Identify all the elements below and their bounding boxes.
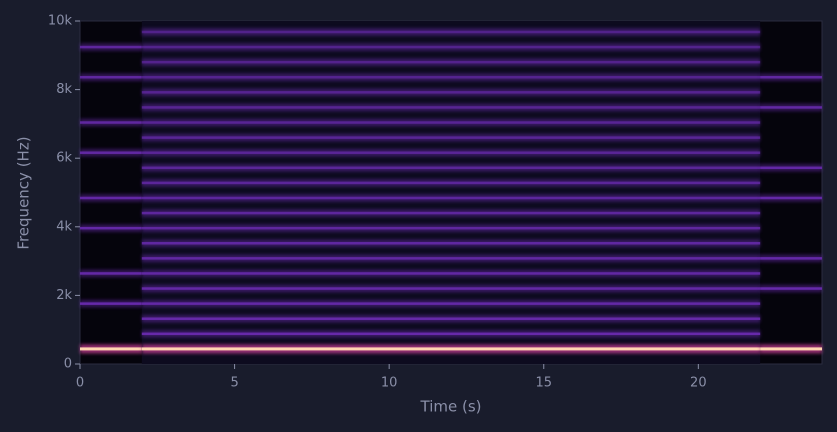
- x-axis-label: Time (s): [420, 398, 482, 416]
- harmonic-line: [760, 76, 822, 79]
- y-tick-label: 2k: [56, 288, 72, 303]
- harmonic-line: [80, 302, 142, 305]
- harmonic-line: [141, 45, 761, 49]
- harmonic-line: [80, 151, 142, 154]
- harmonic-line: [760, 106, 822, 109]
- y-tick-label: 10k: [48, 14, 73, 29]
- x-tick-label: 20: [690, 376, 707, 391]
- harmonic-line: [141, 30, 761, 34]
- harmonic-line: [141, 302, 761, 305]
- harmonic-line: [80, 196, 142, 200]
- harmonic-line: [760, 287, 822, 290]
- y-tick-label: 8k: [56, 82, 72, 97]
- harmonic-line: [141, 136, 761, 139]
- x-tick-label: 10: [381, 376, 398, 391]
- harmonic-line: [80, 226, 142, 230]
- harmonic-line: [760, 257, 822, 260]
- y-tick-label: 0: [64, 357, 72, 372]
- harmonic-line: [141, 332, 761, 336]
- harmonic-line: [80, 272, 142, 275]
- y-tick-label: 6k: [56, 151, 72, 166]
- harmonic-line: [141, 211, 761, 215]
- harmonic-line: [141, 76, 761, 79]
- harmonic-line: [141, 181, 761, 185]
- harmonic-line: [80, 121, 142, 124]
- harmonic-line: [141, 121, 761, 124]
- harmonic-line: [141, 151, 761, 154]
- segment-background: [141, 21, 761, 364]
- harmonic-line: [141, 347, 761, 351]
- y-tick-label: 4k: [56, 219, 72, 234]
- harmonic-line: [141, 60, 761, 64]
- harmonic-line: [141, 91, 761, 94]
- x-tick-label: 5: [230, 376, 238, 391]
- harmonic-line: [760, 166, 822, 170]
- harmonic-line: [80, 45, 142, 49]
- harmonic-line: [141, 166, 761, 170]
- x-tick-label: 15: [535, 376, 552, 391]
- harmonic-line: [760, 196, 822, 200]
- harmonic-line: [141, 257, 761, 260]
- harmonic-line: [141, 317, 761, 320]
- harmonic-line: [141, 226, 761, 230]
- harmonic-line: [80, 347, 142, 351]
- harmonic-line: [141, 242, 761, 245]
- harmonic-line: [141, 106, 761, 109]
- harmonic-line: [141, 196, 761, 200]
- y-axis-label: Frequency (Hz): [15, 136, 33, 249]
- harmonic-line: [141, 272, 761, 275]
- harmonic-line: [760, 347, 822, 351]
- harmonic-line: [80, 76, 142, 79]
- x-tick-label: 0: [76, 376, 84, 391]
- harmonic-line: [141, 287, 761, 290]
